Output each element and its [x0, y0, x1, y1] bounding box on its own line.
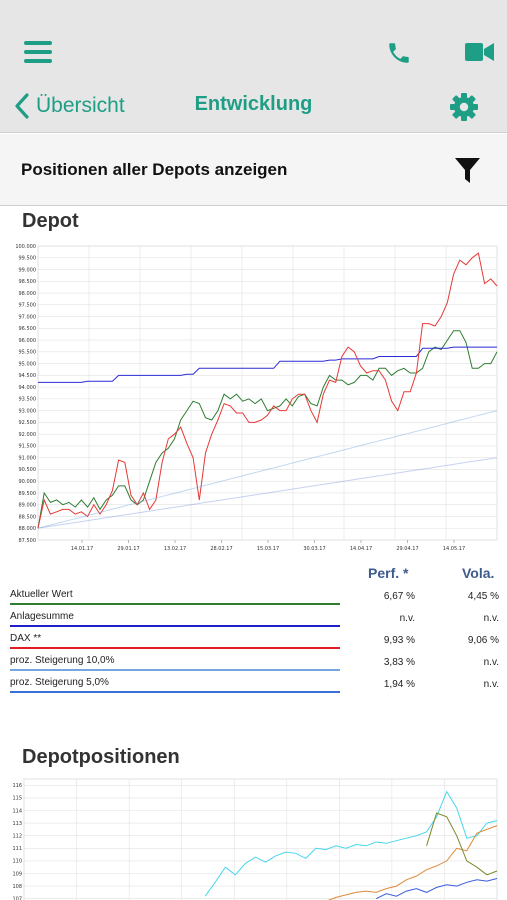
positions-title: Depotpositionen	[22, 746, 180, 768]
depot-title: Depot	[22, 210, 79, 232]
menu-icon[interactable]	[24, 41, 52, 63]
y-tick-label: 96.500	[19, 326, 37, 332]
x-tick-label: 30.03.17	[303, 546, 325, 552]
legend-perf: 9,93 %	[383, 635, 415, 646]
series-line-0	[204, 790, 498, 897]
series-line-1	[38, 346, 497, 383]
y-tick-label: 98.500	[19, 279, 37, 285]
x-tick-label: 29.01.17	[117, 546, 139, 552]
legend-swatch	[10, 669, 340, 671]
y-tick-label: 93.000	[19, 408, 37, 414]
series-line-0	[37, 330, 498, 529]
legend-row-anlagesumme: Anlagesumme n.v. n.v.	[10, 609, 500, 631]
x-tick-label: 14.04.17	[350, 546, 372, 552]
y-tick-label: 90.000	[19, 479, 37, 485]
x-tick-label: 28.02.17	[210, 546, 232, 552]
legend-label: proz. Steigerung 10,0%	[10, 655, 115, 666]
video-icon[interactable]	[465, 42, 494, 62]
series-line-2	[426, 812, 498, 876]
legend-label: Aktueller Wert	[10, 589, 73, 600]
y-tick-label: 107	[12, 897, 22, 900]
gear-icon[interactable]	[449, 92, 479, 122]
legend-swatch	[10, 625, 340, 627]
y-tick-label: 99.000	[19, 267, 37, 273]
x-tick-label: 13.02.17	[164, 546, 186, 552]
series-line-2	[37, 252, 498, 529]
y-tick-label: 97.000	[19, 314, 37, 320]
legend-vola: 9,06 %	[467, 635, 499, 646]
legend-perf: 3,83 %	[383, 657, 415, 668]
positions-chart: 116 115 114 113 112 111 110 109 108 107	[12, 778, 498, 900]
y-tick-label: 109	[12, 871, 22, 877]
filter-row[interactable]: Positionen aller Depots anzeigen	[0, 134, 507, 206]
chevron-left-icon	[15, 93, 29, 119]
y-tick-label: 89.000	[19, 503, 37, 509]
legend-vola: 4,45 %	[467, 591, 499, 602]
vola-header: Vola.	[462, 565, 495, 581]
y-tick-label: 96.000	[19, 338, 37, 344]
y-tick-label: 100.000	[15, 244, 36, 250]
phone-icon[interactable]	[386, 40, 412, 66]
y-tick-label: 94.500	[19, 373, 37, 379]
y-tick-label: 87.500	[19, 538, 37, 544]
series-line-1	[327, 825, 498, 900]
y-tick-label: 95.000	[19, 361, 37, 367]
legend-row-steigerung-10: proz. Steigerung 10,0% 3,83 % n.v.	[10, 653, 500, 675]
plot-area	[23, 778, 498, 900]
legend-row-dax: DAX ** 9,93 % 9,06 %	[10, 631, 500, 653]
y-tick-label: 112	[12, 834, 22, 840]
back-label: Übersicht	[36, 94, 125, 117]
y-tick-label: 88.000	[19, 526, 37, 532]
y-tick-label: 99.500	[19, 256, 37, 262]
y-tick-label: 110	[12, 859, 22, 865]
y-tick-label: 113	[12, 821, 22, 827]
y-tick-label: 114	[12, 808, 22, 814]
y-tick-label: 93.500	[19, 397, 37, 403]
y-tick-label: 92.000	[19, 432, 37, 438]
perf-header: Perf. *	[368, 565, 409, 581]
legend-swatch	[10, 603, 340, 605]
y-tick-label: 111	[12, 846, 22, 852]
series-line-4	[37, 457, 498, 529]
legend-label: Anlagesumme	[10, 611, 74, 622]
x-tick-label: 14.05.17	[443, 546, 465, 552]
legend-perf: 1,94 %	[383, 679, 415, 690]
plot-area	[37, 245, 498, 541]
legend-swatch	[10, 691, 340, 693]
legend-row-steigerung-5: proz. Steigerung 5,0% 1,94 % n.v.	[10, 675, 500, 697]
y-tick-label: 88.500	[19, 514, 37, 520]
y-tick-label: 115	[12, 796, 22, 802]
y-tick-label: 116	[12, 783, 22, 789]
depot-chart: 100.000 99.500 99.000 98.500 98.000 97.500 97.…	[15, 244, 498, 552]
back-button[interactable]: Übersicht	[14, 90, 125, 122]
x-tick-label: 29.04.17	[396, 546, 418, 552]
legend-perf: 6,67 %	[383, 591, 415, 602]
y-tick-label: 108	[12, 884, 22, 890]
legend-label: proz. Steigerung 5,0%	[10, 677, 109, 688]
y-tick-label: 91.000	[19, 455, 37, 461]
page-title: Entwicklung	[194, 93, 313, 115]
y-tick-label: 94.000	[19, 385, 37, 391]
x-tick-label: 14.01.17	[71, 546, 93, 552]
y-tick-label: 90.500	[19, 467, 37, 473]
legend-swatch	[10, 647, 340, 649]
filter-label: Positionen aller Depots anzeigen	[21, 160, 288, 179]
y-tick-label: 92.500	[19, 420, 37, 426]
series-line-3	[37, 410, 498, 529]
legend-vola: n.v.	[483, 613, 499, 624]
filter-icon[interactable]	[455, 158, 480, 183]
top-bar: Übersicht Entwicklung	[0, 0, 507, 133]
legend-row-aktueller-wert: Aktueller Wert 6,67 % 4,45 %	[10, 587, 500, 609]
series-line-3	[375, 878, 498, 900]
x-tick-label: 15.03.17	[257, 546, 279, 552]
legend-perf: n.v.	[399, 613, 415, 624]
legend-vola: n.v.	[483, 679, 499, 690]
y-tick-label: 98.000	[19, 291, 37, 297]
y-tick-label: 97.500	[19, 303, 37, 309]
legend-vola: n.v.	[483, 657, 499, 668]
y-tick-label: 91.500	[19, 444, 37, 450]
y-tick-label: 89.500	[19, 491, 37, 497]
y-tick-label: 95.500	[19, 350, 37, 356]
legend-label: DAX **	[10, 633, 42, 644]
